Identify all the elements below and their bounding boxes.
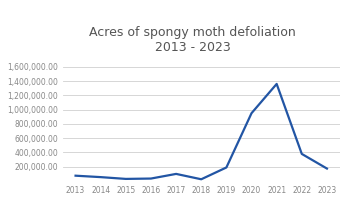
Text: Acres of spongy moth defoliation
2013 - 2023: Acres of spongy moth defoliation 2013 - … [89,26,296,53]
